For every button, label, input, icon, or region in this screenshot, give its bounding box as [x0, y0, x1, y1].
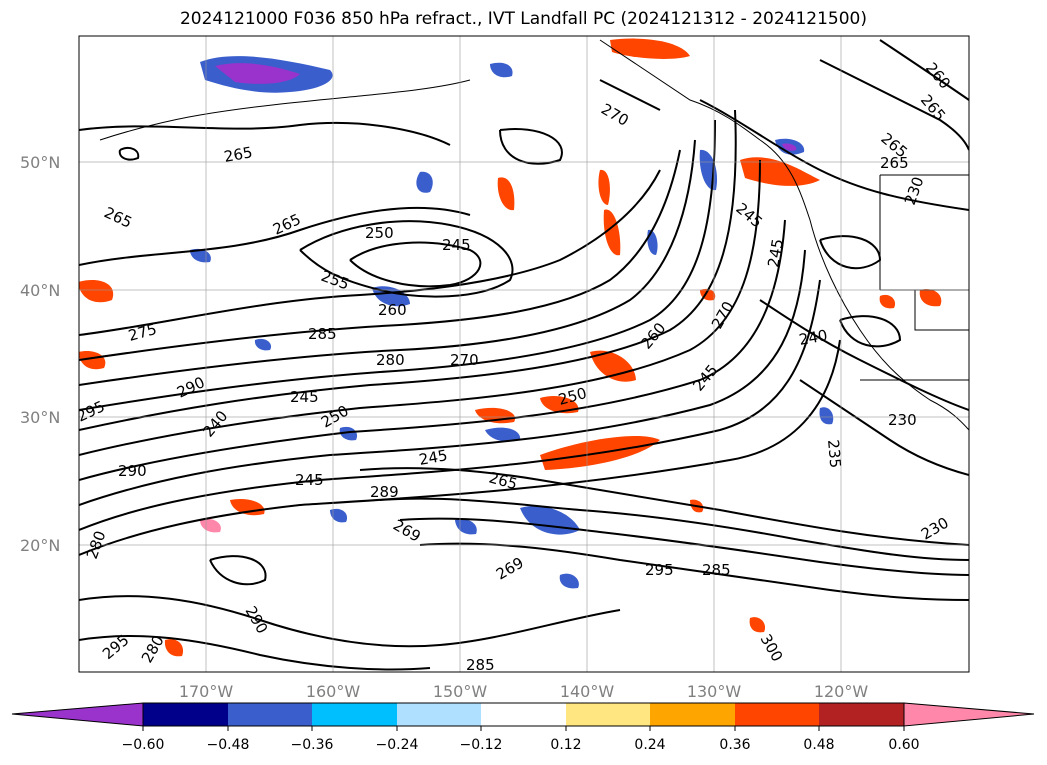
lat-label: 50°N: [20, 153, 60, 172]
colorbar-segment: [650, 703, 735, 726]
colorbar-segment: [566, 703, 650, 726]
contour-label: 245: [418, 446, 449, 469]
contour-label: 265: [880, 154, 909, 172]
contour-label: 265: [223, 143, 254, 166]
contour-label: 240: [798, 326, 829, 349]
lon-label: 140°W: [560, 682, 615, 701]
colorbar-segment: [143, 703, 228, 726]
colorbar-tick: 0.60: [888, 737, 919, 753]
colorbar-right-arrow: [903, 702, 1035, 727]
contour-label: 245: [442, 236, 471, 254]
contour-label: 260: [378, 301, 407, 319]
longitude-labels: 170°W 160°W 150°W 140°W 130°W 120°W: [179, 682, 869, 701]
contour-label: 235: [824, 439, 844, 469]
colorbar-segment: [228, 703, 312, 726]
colorbar-tick: −0.36: [291, 737, 334, 753]
coastlines: [99, 39, 969, 431]
contour-label: 245: [290, 388, 319, 406]
latitude-labels: 50°N 40°N 30°N 20°N: [20, 153, 60, 555]
colorbar-tick: −0.48: [207, 737, 250, 753]
map-title: 2024121000 F036 850 hPa refract., IVT La…: [179, 9, 867, 29]
colorbar-tick: 0.48: [803, 737, 834, 753]
plot-area: [79, 36, 969, 672]
lon-label: 150°W: [433, 682, 488, 701]
gridlines: [79, 36, 969, 672]
lon-label: 120°W: [814, 682, 869, 701]
lon-label: 170°W: [179, 682, 234, 701]
contour-label: 245: [764, 237, 787, 268]
colorbar-tick: 0.36: [719, 737, 750, 753]
shaded-anomaly-patches: [79, 38, 942, 657]
colorbar-segment: [481, 703, 566, 726]
contour-label: 280: [376, 351, 405, 369]
colorbar-left-arrow: [11, 702, 144, 727]
contour-label: 289: [370, 483, 399, 501]
colorbar-tick: −0.24: [376, 737, 419, 753]
colorbar-segment: [312, 703, 397, 726]
lon-label: 160°W: [306, 682, 361, 701]
colorbar-segment: [819, 703, 904, 726]
lon-label: 130°W: [687, 682, 742, 701]
contour-lines: [79, 39, 969, 671]
contour-label: 250: [365, 224, 394, 242]
contour-label: 295: [645, 561, 674, 579]
contour-label: 285: [308, 325, 337, 343]
contour-label: 290: [118, 462, 147, 480]
colorbar-segment: [397, 703, 481, 726]
contour-label: 245: [295, 471, 324, 489]
plot-border: [78, 35, 970, 673]
contour-label: 270: [450, 351, 479, 369]
colorbar-tick: 0.12: [550, 737, 581, 753]
lat-label: 40°N: [20, 281, 60, 300]
colorbar-tick: 0.24: [634, 737, 665, 753]
colorbar: −0.60 −0.48 −0.36 −0.24 −0.12 0.12 0.24 …: [11, 702, 1035, 753]
contour-label: 285: [702, 561, 731, 579]
lat-label: 30°N: [20, 408, 60, 427]
lat-label: 20°N: [20, 536, 60, 555]
colorbar-segment: [735, 703, 819, 726]
contour-label: 230: [888, 411, 917, 429]
colorbar-tick: −0.60: [122, 737, 165, 753]
contour-label: 285: [466, 656, 495, 674]
colorbar-tick: −0.12: [460, 737, 503, 753]
